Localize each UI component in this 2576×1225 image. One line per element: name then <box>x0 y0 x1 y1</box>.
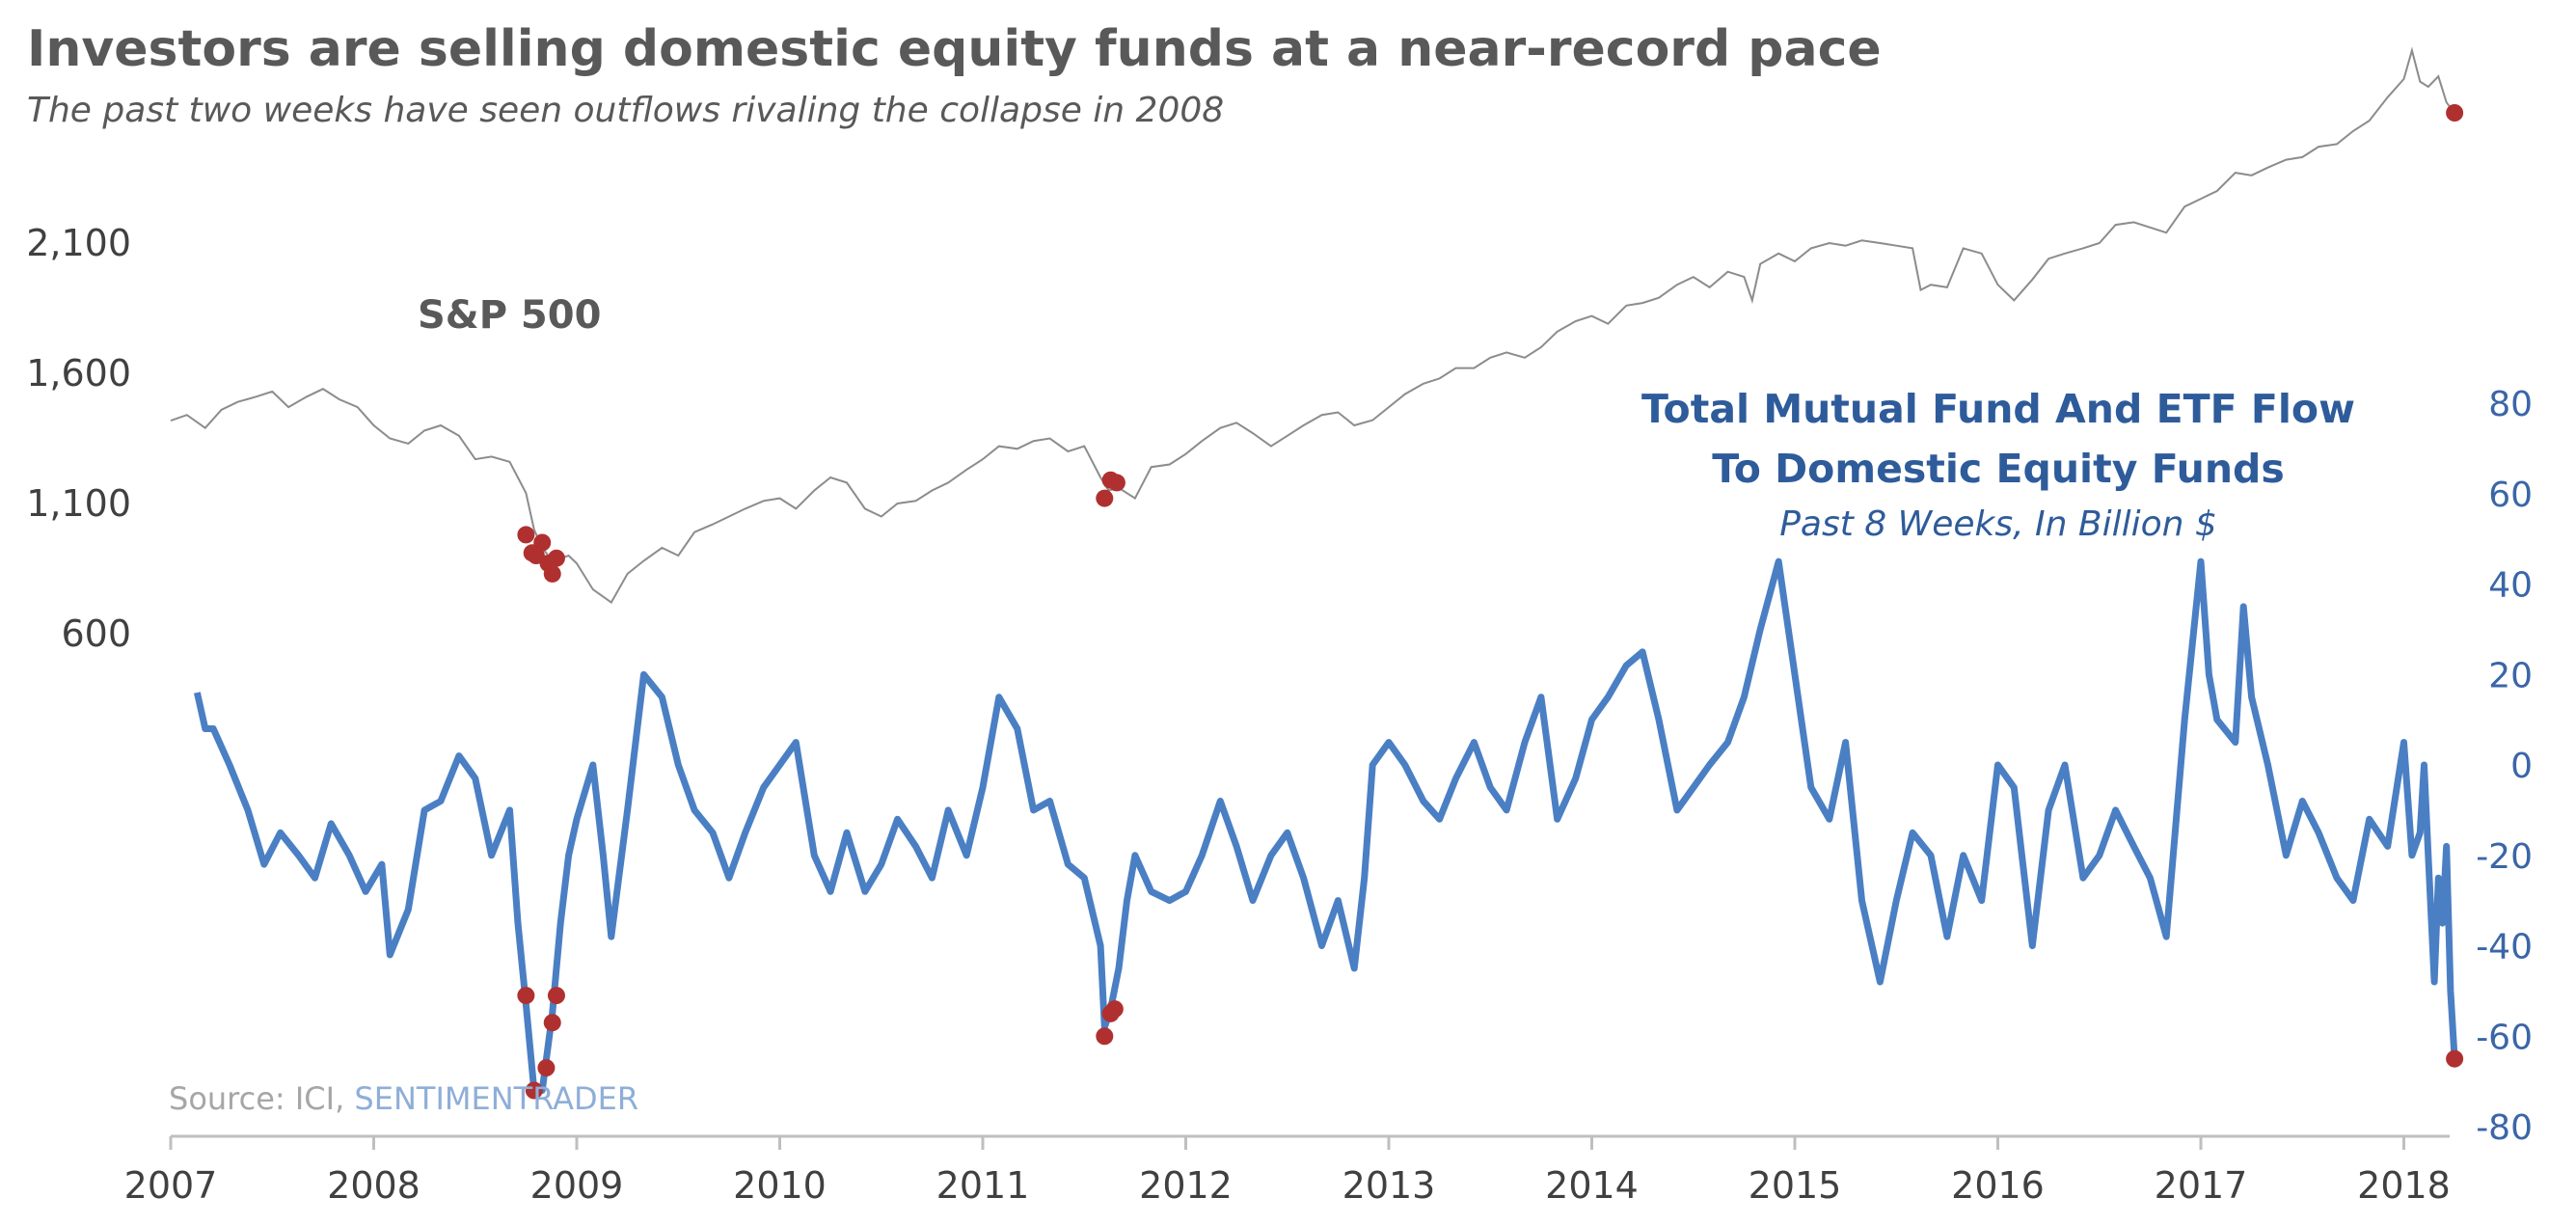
flow-marker <box>517 987 535 1005</box>
chart-title: Investors are selling domestic equity fu… <box>27 20 1882 78</box>
chart-subtitle: The past two weeks have seen outflows ri… <box>27 91 1224 130</box>
right-tick-label: -20 <box>2476 837 2533 877</box>
flow-marker <box>537 1059 556 1077</box>
x-tick-label: 2018 <box>2357 1164 2451 1207</box>
source-brand: SENTIMENTRADER <box>354 1080 638 1117</box>
source-note: Source: ICI, SENTIMENTRADER <box>169 1080 638 1117</box>
source-prefix: Source: ICI, <box>169 1080 354 1117</box>
x-tick-label: 2017 <box>2155 1164 2248 1207</box>
flow-series-line <box>193 558 2458 1094</box>
right-tick-label: -80 <box>2476 1108 2533 1148</box>
sp500-marker <box>1096 489 1114 507</box>
flow-marker <box>1105 1000 1124 1019</box>
right-tick-label: 80 <box>2488 385 2533 424</box>
right-axis-ticks: 80 60 40 20 0 -20 -40 -60 -80 <box>2476 385 2533 1148</box>
right-tick-label: 40 <box>2488 566 2533 606</box>
right-tick-label: -60 <box>2476 1018 2533 1057</box>
sp500-marker <box>517 526 535 544</box>
flow-marker <box>1096 1027 1114 1046</box>
right-tick-label: 20 <box>2488 656 2533 695</box>
sp500-marker <box>1107 474 1125 492</box>
left-tick-label: 1,600 <box>26 352 131 395</box>
flow-title-line1: Total Mutual Fund And ETF Flow <box>1641 386 2355 432</box>
flow-marker <box>2446 1049 2464 1068</box>
left-tick-label: 600 <box>61 612 131 655</box>
flow-marker <box>525 1081 543 1100</box>
sp500-marker <box>547 549 565 567</box>
right-tick-label: -40 <box>2476 928 2533 967</box>
right-tick-label: 60 <box>2488 476 2533 515</box>
x-tick-label: 2009 <box>530 1164 624 1207</box>
x-tick-label: 2007 <box>124 1164 218 1207</box>
right-tick-label: 0 <box>2510 747 2533 786</box>
x-tick-label: 2013 <box>1342 1164 1436 1207</box>
x-axis-ticks: 2007 2008 2009 2010 2011 2012 2013 2014 2015 2016… <box>124 1136 2451 1207</box>
flow-marker <box>543 1014 561 1032</box>
left-tick-label: 1,100 <box>26 482 131 525</box>
sp500-label: S&P 500 <box>418 293 601 338</box>
flow-subtitle: Past 8 Weeks, In Billion $ <box>1779 504 2217 544</box>
sp500-marker <box>2446 104 2464 122</box>
left-axis-ticks: 2,100 1,600 1,100 600 <box>26 222 131 655</box>
x-tick-label: 2011 <box>936 1164 1030 1207</box>
highlight-markers <box>517 104 2464 1100</box>
x-tick-label: 2012 <box>1139 1164 1233 1207</box>
sp500-marker <box>543 564 561 583</box>
x-tick-label: 2014 <box>1545 1164 1639 1207</box>
flow-title-line2: To Domestic Equity Funds <box>1712 446 2285 492</box>
flow-marker <box>547 987 565 1005</box>
x-tick-label: 2008 <box>327 1164 420 1207</box>
x-tick-label: 2010 <box>733 1164 827 1207</box>
x-tick-label: 2015 <box>1749 1164 1842 1207</box>
left-tick-label: 2,100 <box>26 222 131 264</box>
sp500-marker <box>533 533 552 552</box>
x-tick-label: 2016 <box>1951 1164 2045 1207</box>
